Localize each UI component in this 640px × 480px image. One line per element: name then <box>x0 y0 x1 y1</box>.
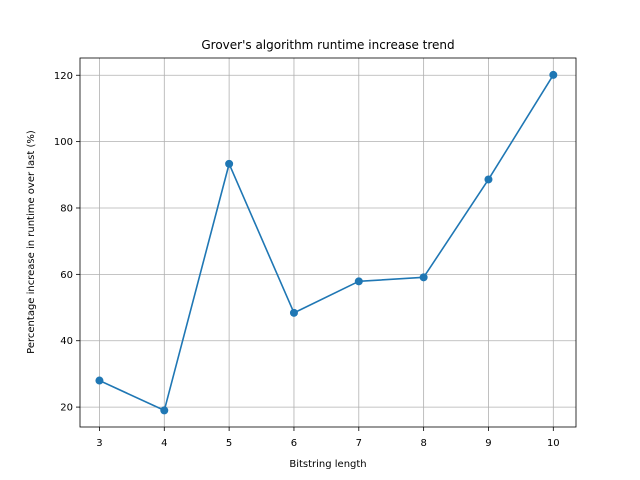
y-tick-label: 120 <box>54 71 73 82</box>
y-tick-label: 40 <box>60 336 73 347</box>
y-tick-label: 80 <box>60 203 73 214</box>
x-tick-label: 6 <box>291 438 297 449</box>
x-tick-label: 10 <box>547 438 560 449</box>
y-tick-label: 60 <box>60 270 73 281</box>
data-point <box>225 159 234 168</box>
x-tick-label: 8 <box>420 438 426 449</box>
x-tick-label: 4 <box>161 438 167 449</box>
data-point <box>549 70 558 79</box>
series-line <box>99 74 554 412</box>
plot-frame <box>79 57 577 428</box>
x-tick-label: 5 <box>226 438 232 449</box>
data-point <box>354 277 363 286</box>
x-axis-label: Bitstring length <box>289 459 366 470</box>
x-tick-label: 3 <box>96 438 102 449</box>
y-tick-label: 20 <box>60 403 73 414</box>
y-axis-ticks: 20 40 60 80 100 120 <box>54 71 80 414</box>
x-axis-ticks: 3 4 5 6 7 8 9 10 <box>96 427 560 449</box>
data-point <box>95 376 104 385</box>
data-point <box>160 406 169 415</box>
x-tick-label: 7 <box>356 438 362 449</box>
y-axis-label: Percentage increase in runtime over last… <box>26 130 37 354</box>
y-tick-label: 100 <box>54 137 73 148</box>
series-layer <box>95 70 558 415</box>
x-tick-label: 9 <box>485 438 491 449</box>
data-point <box>484 175 493 184</box>
data-point <box>289 308 298 317</box>
chart-title: Grover's algorithm runtime increase tren… <box>201 38 454 52</box>
data-point <box>419 273 428 282</box>
grid <box>80 58 576 427</box>
